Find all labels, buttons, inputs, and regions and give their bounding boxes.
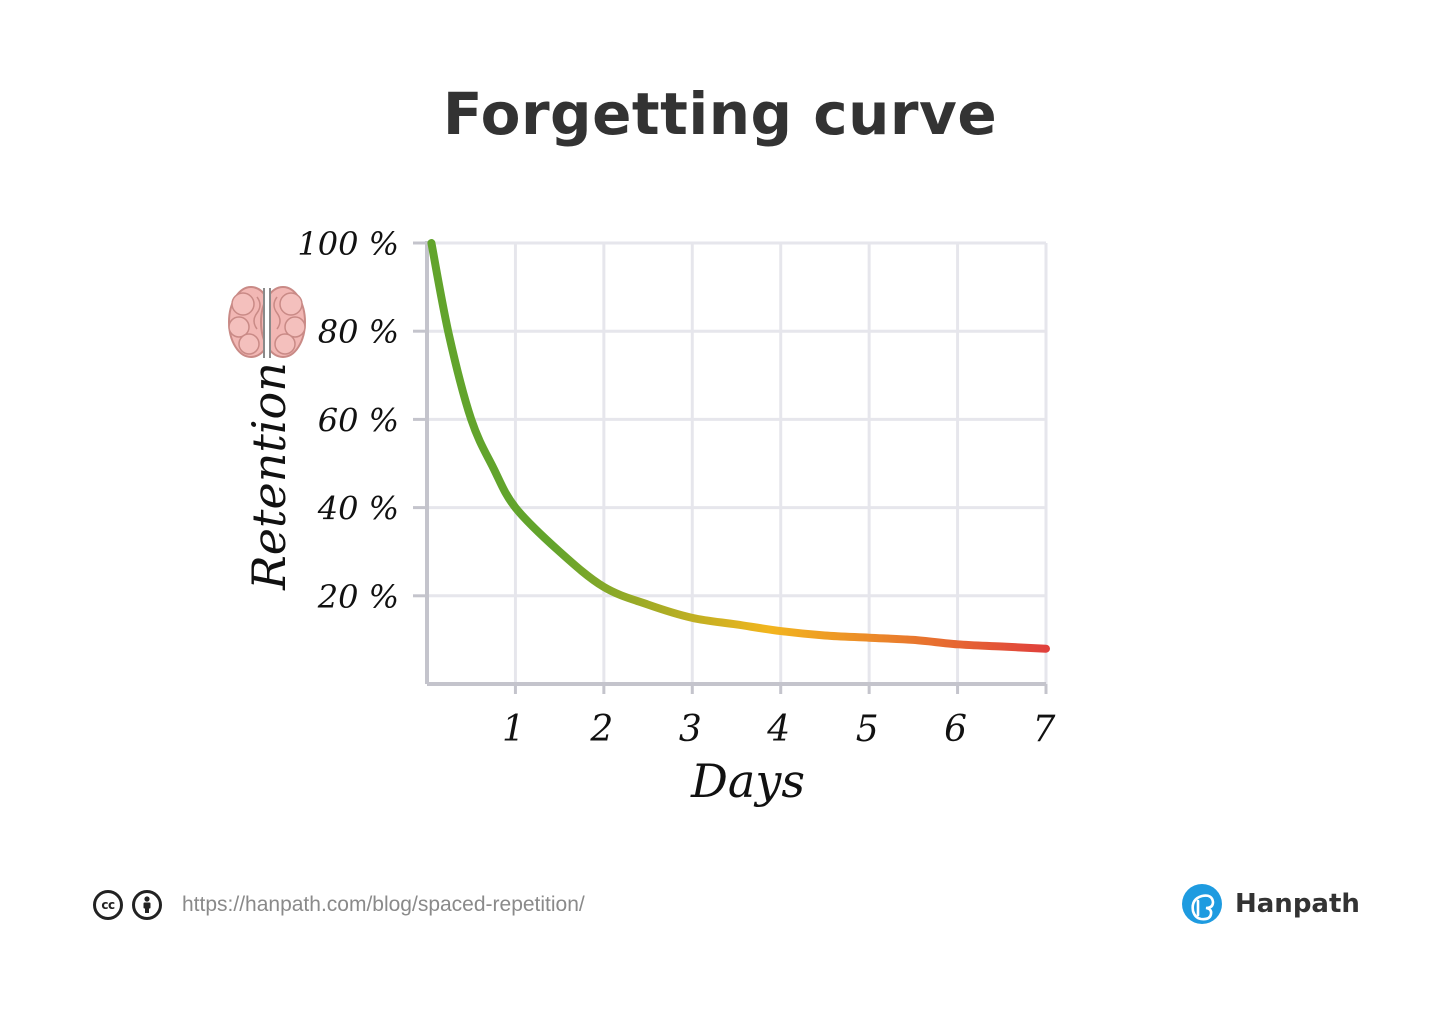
x-tick-label: 3 xyxy=(679,709,702,750)
axis-titles: Days Retention xyxy=(242,362,805,808)
retention-curve xyxy=(427,239,1050,653)
brand-logo: Hanpath xyxy=(1181,883,1360,925)
y-tick-label: 100 % xyxy=(297,225,399,263)
x-tick-label: 6 xyxy=(944,709,967,750)
axes xyxy=(413,241,1048,694)
y-tick-label: 20 % xyxy=(317,578,399,616)
x-tick-label: 7 xyxy=(1033,709,1056,750)
x-tick-label: 1 xyxy=(502,709,525,750)
attribution-icon xyxy=(132,890,162,920)
x-tick-label: 2 xyxy=(589,709,613,750)
hanpath-logo-icon xyxy=(1182,884,1222,924)
creative-commons-icon: cc xyxy=(93,890,123,920)
chart-title: Forgetting curve xyxy=(442,80,998,148)
y-tick-label: 40 % xyxy=(317,490,399,528)
y-tick-label: 60 % xyxy=(318,401,399,439)
brand-name: Hanpath xyxy=(1235,889,1360,919)
cc-label: cc xyxy=(101,898,115,912)
y-axis-title: Retention xyxy=(242,362,296,591)
x-tick-label: 5 xyxy=(856,709,879,750)
x-axis-title: Days xyxy=(690,754,805,808)
series xyxy=(427,239,1050,653)
tick-labels: 1 2 3 4 5 6 7 20 % 40 % 60 % 80 % 100 % xyxy=(297,225,1055,750)
license-footer: cc https://hanpath.com/blog/spaced-repet… xyxy=(93,888,585,922)
brain-icon xyxy=(228,286,306,358)
source-url-link[interactable]: https://hanpath.com/blog/spaced-repetiti… xyxy=(182,893,585,916)
y-tick-label: 80 % xyxy=(318,313,399,351)
grid xyxy=(427,241,1048,684)
x-tick-label: 4 xyxy=(766,709,790,750)
